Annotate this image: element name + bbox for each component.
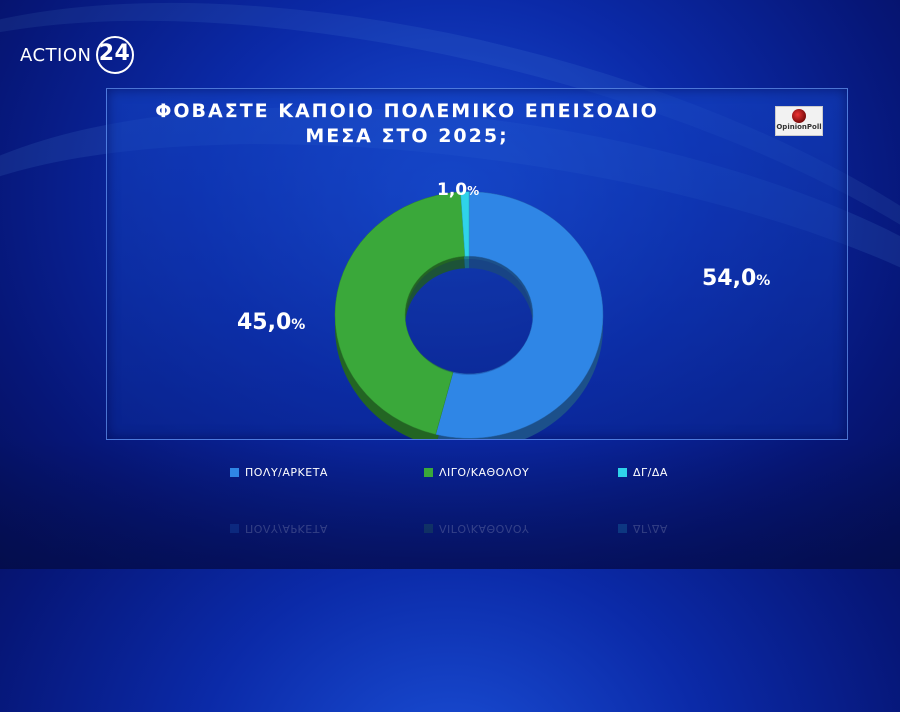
legend-item: ΛΙΓΟ/ΚΑΘΟΛΟΥ [424,466,618,479]
legend-item: ΠΟΛΥ/ΑΡΚΕΤΑ [230,522,424,535]
legend-item: ΔΓ/ΔΑ [618,466,668,479]
legend-reflection: ΠΟΛΥ/ΑΡΚΕΤΑ ΛΙΓΟ/ΚΑΘΟΛΟΥ ΔΓ/ΔΑ [230,522,730,535]
legend-label: ΠΟΛΥ/ΑΡΚΕΤΑ [245,522,328,535]
channel-logo: ACTION 24 [20,36,134,74]
legend-item: ΠΟΛΥ/ΑΡΚΕΤΑ [230,466,424,479]
chart-legend: ΠΟΛΥ/ΑΡΚΕΤΑ ΛΙΓΟ/ΚΑΘΟΛΟΥ ΔΓ/ΔΑ [230,466,730,479]
chart-title: ΦΟΒΑΣΤΕ ΚΑΠΟΙΟ ΠΟΛΕΜΙΚΟ ΕΠΕΙΣΟΔΙΟ ΜΕΣΑ Σ… [107,99,707,149]
legend-label: ΔΓ/ΔΑ [633,522,668,535]
chart-title-line1: ΦΟΒΑΣΤΕ ΚΑΠΟΙΟ ΠΟΛΕΜΙΚΟ ΕΠΕΙΣΟΔΙΟ [155,100,659,122]
logo-dot-icon [792,109,806,123]
chart-panel: ΦΟΒΑΣΤΕ ΚΑΠΟΙΟ ΠΟΛΕΜΙΚΟ ΕΠΕΙΣΟΔΙΟ ΜΕΣΑ Σ… [106,88,848,440]
data-label-2: 1,0% [437,180,479,200]
legend-label: ΛΙΓΟ/ΚΑΘΟΛΟΥ [439,522,530,535]
logo-text: OpinionPoll [776,123,822,131]
legend-swatch [618,468,627,477]
legend-label: ΠΟΛΥ/ΑΡΚΕΤΑ [245,466,328,479]
brand-number: 24 [95,36,134,74]
donut-hole [406,259,532,375]
legend-item: ΛΙΓΟ/ΚΑΘΟΛΟΥ [424,522,618,535]
legend-swatch [424,524,433,533]
slice-1 [334,191,466,435]
opinionpoll-logo: OpinionPoll [775,106,823,136]
legend-label: ΔΓ/ΔΑ [633,466,668,479]
legend-swatch [618,524,627,533]
legend-swatch [424,468,433,477]
legend-swatch [230,468,239,477]
data-label-0: 54,0% [702,266,770,291]
slice-2 [460,191,470,257]
slice-0 [435,191,604,439]
brand-name: ACTION [20,44,92,66]
chart-title-line2: ΜΕΣΑ ΣΤΟ 2025; [305,125,509,147]
legend-item: ΔΓ/ΔΑ [618,522,668,535]
floor-shade [0,440,900,569]
legend-swatch [230,524,239,533]
donut-chart: 54,0% 45,0% 1,0% [237,180,770,439]
data-label-1: 45,0% [237,310,305,335]
legend-label: ΛΙΓΟ/ΚΑΘΟΛΟΥ [439,466,530,479]
